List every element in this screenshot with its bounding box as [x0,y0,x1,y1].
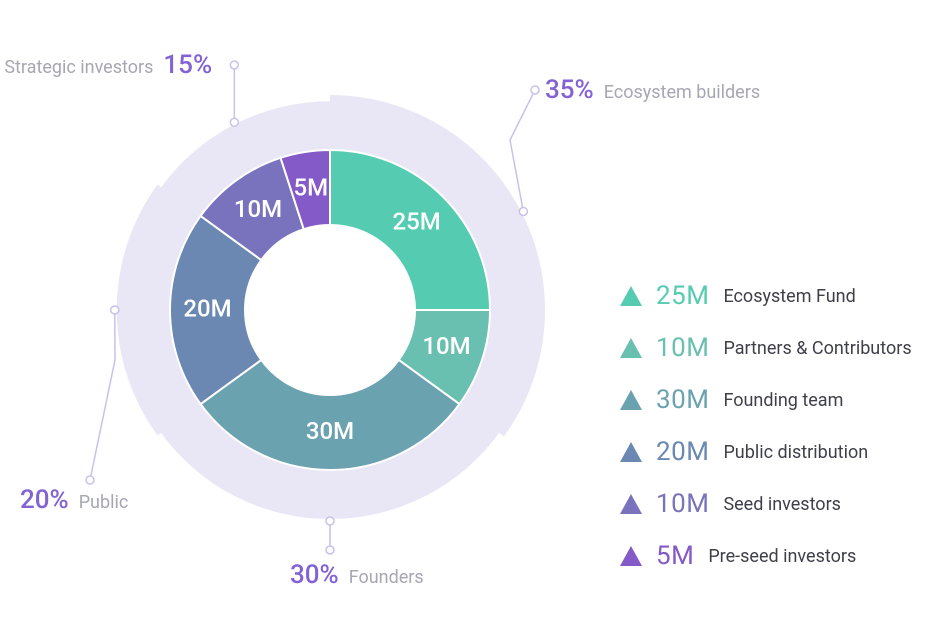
svg-text:30M: 30M [306,417,354,445]
callout-founders: 30% Founders [290,560,424,590]
legend-row-ecosystem-fund: 25M Ecosystem Fund [620,270,920,322]
legend-desc: Founding team [723,390,843,411]
svg-text:5M: 5M [294,173,329,201]
callout-label: Public [79,492,129,513]
triangle-icon [620,494,642,514]
legend-row-public-distribution: 20M Public distribution [620,426,920,478]
svg-text:20M: 20M [183,294,231,322]
legend-row-pre-seed-investors: 5M Pre-seed investors [620,530,920,582]
legend-desc: Pre-seed investors [708,546,856,567]
callout-public: 20% Public [20,485,128,515]
legend-value: 10M [656,489,709,519]
svg-text:25M: 25M [392,208,440,236]
triangle-icon [620,286,642,306]
callout-pct: 20% [20,485,69,515]
callout-pct: 35% [545,75,594,105]
legend-desc: Partners & Contributors [723,338,911,359]
callout-pct: 30% [290,560,339,590]
callout-pct: 15% [163,50,212,80]
legend-desc: Public distribution [723,442,868,463]
callout-ecosystem-builders: 35% Ecosystem builders [545,75,760,105]
triangle-icon [620,338,642,358]
triangle-icon [620,390,642,410]
callout-label: Strategic investors [4,57,153,78]
legend-row-founding-team: 30M Founding team [620,374,920,426]
donut-chart-svg: 25M 10M 30M 20M 10M 5M [70,30,590,590]
legend-value: 30M [656,385,709,415]
donut-chart-container: 25M 10M 30M 20M 10M 5M [70,30,590,590]
legend-row-partners-contributors: 10M Partners & Contributors [620,322,920,374]
triangle-icon [620,546,642,566]
legend-value: 20M [656,437,709,467]
legend-value: 25M [656,281,709,311]
legend-desc: Ecosystem Fund [723,286,855,307]
legend-row-seed-investors: 10M Seed investors [620,478,920,530]
svg-text:10M: 10M [234,195,282,223]
legend-desc: Seed investors [723,494,841,515]
legend-value: 5M [656,541,694,571]
triangle-icon [620,442,642,462]
callout-label: Ecosystem builders [604,82,760,103]
callout-strategic-investors: Strategic investors 15% [4,50,212,80]
svg-text:10M: 10M [422,332,470,360]
callout-label: Founders [349,567,424,588]
legend-value: 10M [656,333,709,363]
legend: 25M Ecosystem Fund 10M Partners & Contri… [620,270,920,582]
